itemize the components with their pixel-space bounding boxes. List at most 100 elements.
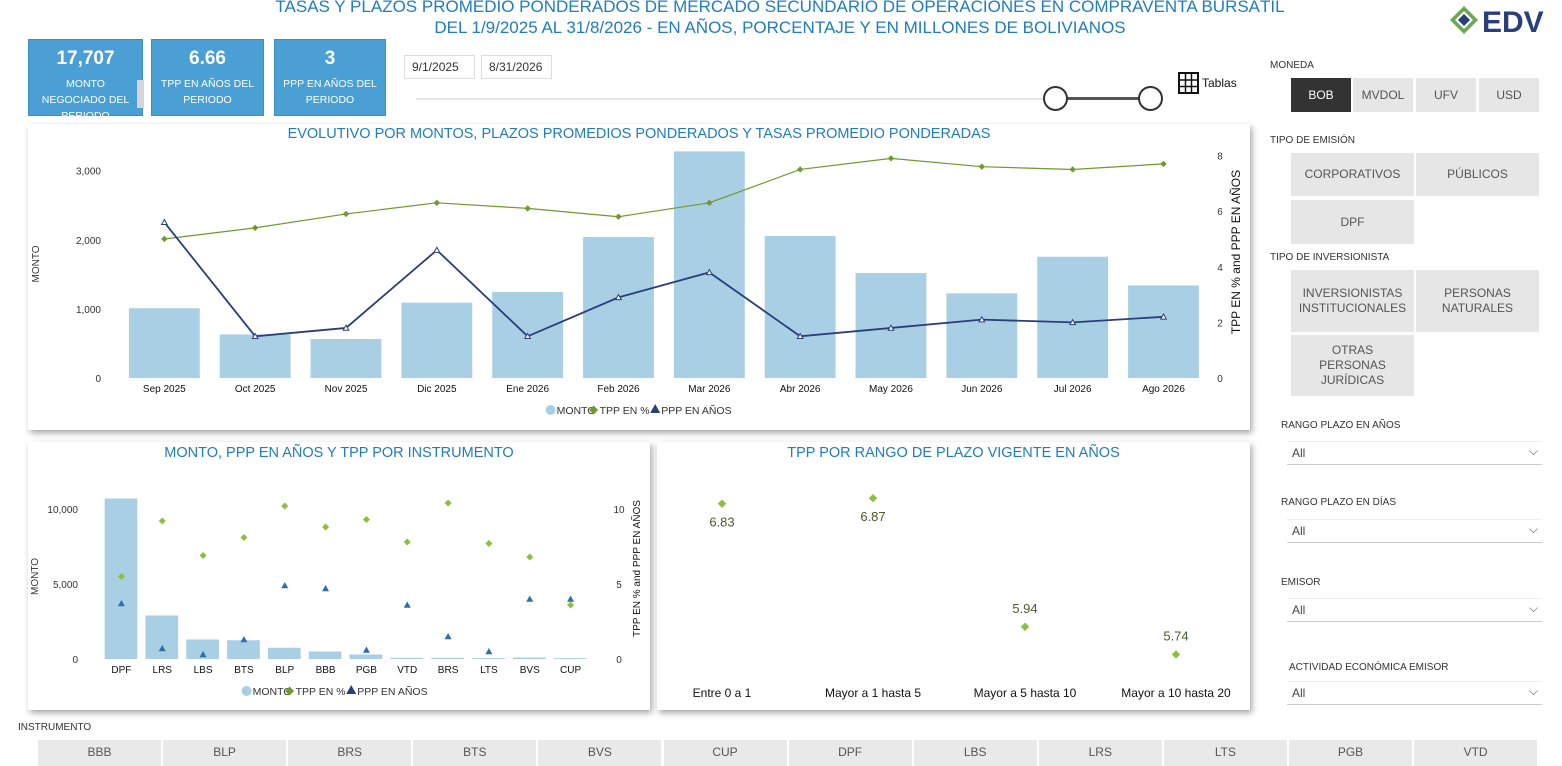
y-axis-label: MONTO [31, 245, 42, 282]
ppp-point [160, 218, 168, 226]
date-end-input[interactable]: 8/31/2026 [481, 55, 552, 79]
instrumento-option-bts[interactable]: BTS [413, 740, 537, 766]
actividad-label: ACTIVIDAD ECONÓMICA EMISOR [1289, 662, 1449, 673]
ppp-point [978, 315, 986, 323]
tpp-point [868, 493, 878, 503]
tablas-button[interactable]: Tablas [1178, 70, 1237, 96]
x-tick-label: BBB [316, 665, 336, 676]
instrumento-option-dpf[interactable]: DPF [788, 740, 912, 766]
legend-monto-marker [241, 686, 252, 696]
bar [227, 640, 260, 659]
emision-dpf-button[interactable]: DPF [1291, 200, 1414, 244]
instrumento-option-bbb[interactable]: BBB [38, 740, 161, 766]
kpi-tpp-card: 6.66 TPP EN AÑOS DEL PERIODO [151, 39, 264, 116]
ppp-point [1159, 312, 1168, 320]
rango-plazo-anos-label: RANGO PLAZO EN AÑOS [1281, 420, 1401, 431]
instrumento-option-cup[interactable]: CUP [663, 740, 787, 766]
tpp-point [1171, 650, 1181, 659]
tpp-point [978, 163, 986, 170]
x-tick-label: Entre 0 a 1 [693, 686, 752, 700]
legend-label: MONTO [557, 405, 596, 417]
bar [1128, 285, 1199, 378]
ppp-point [362, 646, 370, 653]
date-slider-end-handle[interactable] [1138, 86, 1163, 111]
tpp-point [240, 534, 248, 541]
rango-plazo-dias-dropdown[interactable]: All ⌵ [1287, 519, 1542, 543]
legend-label: TPP EN % [296, 686, 346, 698]
instrumento-option-bvs[interactable]: BVS [538, 740, 662, 766]
rango-plazo-chart: 6.83 6.87 5.94 5.74 Entre 0 a 1 Mayor a 1 has… [693, 493, 1231, 700]
x-tick-label: Mayor a 1 hasta 5 [825, 686, 921, 700]
x-tick-label: LBS [194, 665, 213, 676]
x-tick-label: BVS [520, 665, 540, 676]
rango-plazo-dias-label: RANGO PLAZO EN DÍAS [1281, 497, 1397, 508]
ppp-point [705, 268, 713, 276]
moneda-bob-button[interactable]: BOB [1291, 78, 1351, 112]
instrumento-option-blp[interactable]: BLP [163, 740, 287, 766]
ppp-point [444, 633, 452, 640]
instrumento-option-pgb[interactable]: PGB [1289, 740, 1412, 766]
ppp-point [485, 648, 493, 655]
emisor-value: All [1292, 603, 1306, 617]
x-tick-label: Abr 2026 [780, 384, 821, 395]
emisor-dropdown[interactable]: All ⌵ [1287, 598, 1542, 622]
x-tick-label: BRS [438, 665, 459, 676]
y-right-axis-label: TPP EN % and PPP EN AÑOS [1229, 170, 1243, 334]
y-right-tick-label: 5 [616, 580, 622, 591]
bar [219, 334, 291, 378]
instrumento-option-lbs[interactable]: LBS [913, 740, 1037, 766]
y-axis-label: MONTO [30, 558, 41, 595]
date-slider-track[interactable] [416, 98, 1150, 100]
legend-tpp-marker [285, 686, 295, 696]
tpp-point [1160, 160, 1167, 168]
ppp-point [240, 636, 248, 643]
date-start-input[interactable]: 9/1/2025 [404, 55, 475, 79]
kpi-monto-card: 17,707 MONTO NEGOCIADO DEL PERIODO [28, 39, 143, 122]
moneda-ufv-button[interactable]: UFV [1416, 78, 1476, 112]
x-tick-label: DPF [111, 665, 131, 676]
moneda-label: MONEDA [1270, 60, 1314, 71]
moneda-mvdol-button[interactable]: MVDOL [1353, 78, 1413, 112]
x-tick-label: LTS [480, 665, 498, 676]
instrumento-option-lts[interactable]: LTS [1163, 740, 1287, 766]
inversionista-institucionales-button[interactable]: INVERSIONISTAS INSTITUCIONALES [1291, 270, 1414, 332]
x-tick-label: BLP [275, 665, 294, 676]
bar [512, 657, 546, 659]
kpi-tpp-label: TPP EN AÑOS DEL PERIODO [160, 78, 255, 106]
title-line-2: DEL 1/9/2025 AL 31/8/2026 - EN AÑOS, POR… [434, 18, 1126, 37]
y-tick-label: 0 [72, 655, 78, 666]
tpp-point [887, 155, 895, 162]
kpi-monto-value: 17,707 [56, 48, 115, 69]
x-tick-label: Mayor a 10 hasta 20 [1121, 686, 1231, 700]
moneda-usd-button[interactable]: USD [1479, 78, 1539, 112]
ppp-point [342, 324, 350, 331]
bar [764, 236, 836, 378]
tpp-point [158, 517, 166, 525]
instrumento-option-vtd[interactable]: VTD [1414, 740, 1538, 766]
tablas-label: Tablas [1202, 76, 1237, 90]
instrumento-label: INSTRUMENTO [18, 722, 92, 733]
tpp-point [524, 205, 531, 212]
x-tick-label: Jun 2026 [961, 384, 1003, 395]
instrumento-option-brs[interactable]: BRS [288, 740, 412, 766]
rango-plazo-anos-dropdown[interactable]: All ⌵ [1287, 441, 1542, 465]
ppp-point [567, 595, 575, 602]
ppp-point [117, 600, 125, 607]
bar [472, 658, 505, 659]
ppp-point [251, 332, 259, 340]
inversionista-naturales-button[interactable]: PERSONAS NATURALES [1416, 270, 1539, 332]
tpp-point [403, 538, 411, 546]
y-tick-label: 2,000 [76, 236, 101, 247]
kpi-scrollbar[interactable] [137, 80, 144, 108]
data-label: 6.83 [709, 515, 734, 530]
instrumento-option-lrs[interactable]: LRS [1038, 740, 1162, 766]
instrumento-chart: 0 5,000 10,000 0 5 10 MONTO TPP EN % and PPP EN… [30, 498, 643, 698]
emision-publicos-button[interactable]: PÚBLICOS [1416, 153, 1539, 196]
inversionista-otras-juridicas-button[interactable]: OTRAS PERSONAS JURÍDICAS [1291, 335, 1414, 396]
emision-corporativos-button[interactable]: CORPORATIVOS [1291, 153, 1414, 196]
kpi-ppp-value: 3 [324, 48, 336, 69]
y-right-axis-label: TPP EN % and PPP EN AÑOS [630, 500, 643, 637]
actividad-dropdown[interactable]: All ⌵ [1287, 681, 1542, 705]
date-slider-start-handle[interactable] [1043, 86, 1068, 111]
tpp-point [362, 516, 370, 523]
